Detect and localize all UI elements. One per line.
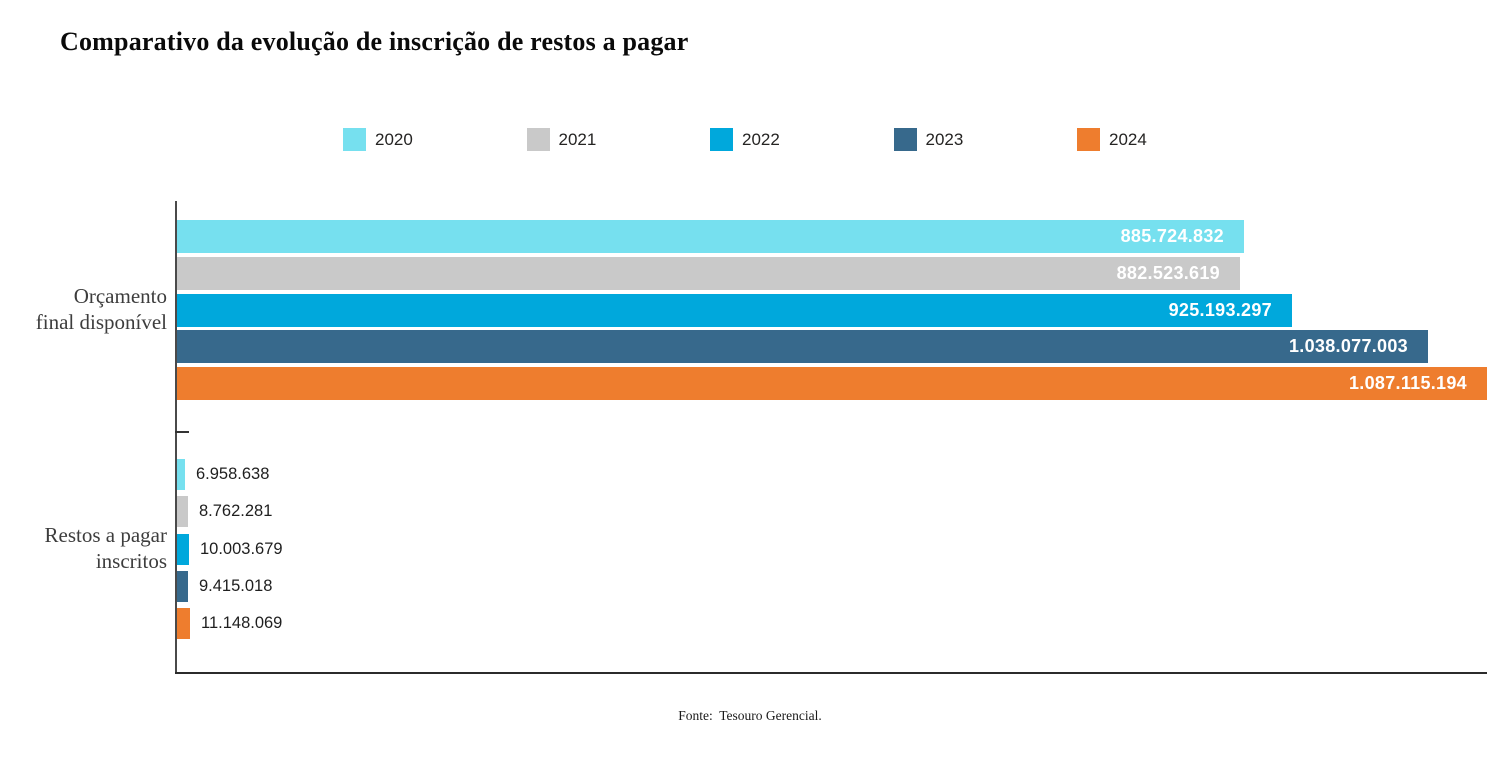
category-label-line: Orçamento [73, 284, 167, 308]
footer-source: Fonte: Tesouro Gerencial. [678, 708, 822, 723]
legend-item-2024: 2024 [1077, 128, 1261, 151]
value-axis-line [175, 672, 1487, 674]
bar-2022-orcamento: 925.193.297 [177, 293, 1292, 327]
legend-swatch-2022 [710, 128, 733, 151]
legend-swatch-2021 [526, 128, 550, 151]
category-label-restos-a-pagar-inscritos: Restos a pagar inscritos [0, 523, 167, 575]
legend-label-2022: 2022 [742, 130, 780, 149]
legend-item-2021: 2021 [526, 128, 711, 151]
bar-2021-orcamento: 882.523.619 [177, 256, 1240, 290]
bar-value-label-2022-orcamento: 925.193.297 [1168, 299, 1272, 320]
category-axis-line [175, 201, 177, 674]
legend-swatch-2024 [1077, 128, 1100, 151]
bar-value-label-2024-restos: 11.148.069 [201, 614, 283, 633]
bar-2022-restos [177, 533, 189, 565]
bar-value-label-2024-orcamento: 1.087.115.194 [1348, 373, 1467, 394]
bar-2024-orcamento: 1.087.115.194 [177, 367, 1487, 401]
category-label-line: Restos a pagar [44, 523, 167, 547]
legend-item-2022: 2022 [710, 128, 894, 151]
category-label-line: final disponível [35, 309, 167, 334]
legend-swatch-2020 [343, 128, 366, 151]
bar-2024-restos [177, 608, 190, 640]
legend-label-2020: 2020 [375, 130, 413, 149]
bar-2021-restos [177, 496, 188, 528]
legend-label-2021: 2021 [558, 130, 597, 149]
bar-value-label-2022-restos: 10.003.679 [200, 539, 283, 558]
bar-value-label-2023-restos: 9.415.018 [199, 576, 273, 595]
legend-label-2023: 2023 [925, 130, 964, 149]
legend-label-2024: 2024 [1109, 130, 1147, 149]
legend-swatch-2023 [893, 128, 917, 151]
bar-value-label-2023-orcamento: 1.038.077.003 [1288, 336, 1408, 357]
category-label-line: inscritos [95, 548, 167, 573]
category-divider-tick [175, 431, 189, 433]
category-label-orcamento-final-disponivel: Orçamento final disponível [0, 284, 167, 336]
bar-value-label-2021-orcamento: 882.523.619 [1116, 262, 1220, 283]
bar-value-label-2021-restos: 8.762.281 [199, 502, 273, 521]
bar-value-label-2020-orcamento: 885.724.832 [1120, 226, 1224, 246]
bar-2020-restos [177, 459, 185, 490]
bar-2023-restos [177, 570, 188, 602]
bar-2023-orcamento: 1.038.077.003 [177, 330, 1428, 364]
legend-item-2020: 2020 [343, 128, 527, 151]
bar-2020-orcamento: 885.724.832 [177, 220, 1244, 253]
legend: 2020 2021 2022 2023 2024 [343, 128, 1261, 151]
page-title: Comparativo da evolução de inscrição de … [60, 27, 689, 56]
bar-value-label-2020-restos: 6.958.638 [196, 465, 270, 483]
legend-item-2023: 2023 [893, 128, 1078, 151]
